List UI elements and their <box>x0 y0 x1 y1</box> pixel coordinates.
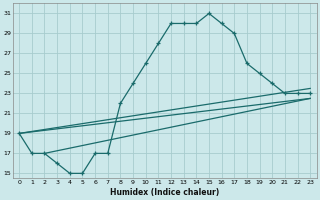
X-axis label: Humidex (Indice chaleur): Humidex (Indice chaleur) <box>110 188 219 197</box>
